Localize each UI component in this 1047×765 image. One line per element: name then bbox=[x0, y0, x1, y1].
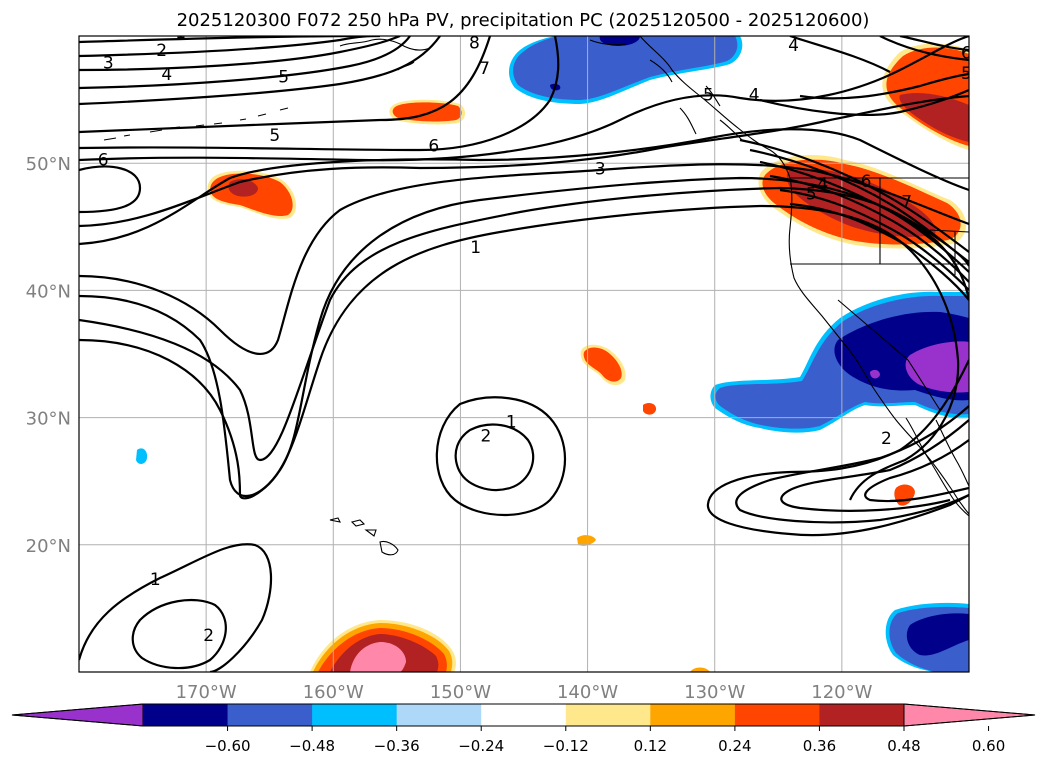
lat-tick-label-0: 20°N bbox=[26, 536, 71, 557]
lon-tick-label-4: 130°W bbox=[684, 682, 745, 703]
colorbar-tick-label-6: 0.24 bbox=[718, 737, 751, 755]
lat-tick-label-2: 40°N bbox=[26, 281, 71, 302]
contour-label-8: 5 bbox=[703, 86, 714, 106]
colorbar-swatch-3 bbox=[396, 704, 482, 726]
colorbar-tick-label-8: 0.48 bbox=[887, 737, 920, 755]
contour-label-15: 3 bbox=[595, 159, 606, 179]
contour-label-19: 7 bbox=[901, 192, 912, 212]
contour-label-10: 6 bbox=[961, 44, 972, 64]
contour-label-14: 6 bbox=[428, 136, 439, 156]
map-frame bbox=[78, 35, 970, 673]
axis-tick-labels: 170°W 160°W 150°W 140°W 130°W 120°W 20°N 30°N 40… bbox=[26, 154, 873, 703]
lat-tick-label-3: 50°N bbox=[26, 154, 71, 175]
colorbar-extend-low bbox=[11, 703, 144, 727]
contour-label-17: 5 bbox=[806, 185, 817, 205]
contour-label-25: 2 bbox=[203, 626, 214, 646]
colorbar-swatch-5 bbox=[565, 704, 651, 726]
figure-title: 2025120300 F072 250 hPa PV, precipitatio… bbox=[177, 10, 870, 31]
colorbar-swatch-4 bbox=[481, 704, 567, 726]
contour-label-7: 4 bbox=[788, 36, 799, 56]
colorbar-swatch-1 bbox=[227, 704, 313, 726]
contour-label-5: 8 bbox=[469, 33, 480, 53]
lon-tick-label-5: 120°W bbox=[811, 682, 872, 703]
contour-label-2: 3 bbox=[103, 54, 114, 74]
colorbar-tick-label-3: −0.24 bbox=[458, 737, 504, 755]
precip-region-tiny-west bbox=[136, 448, 148, 464]
contour-label-24: 1 bbox=[150, 570, 161, 590]
lat-tick-label-1: 30°N bbox=[26, 409, 71, 430]
contour-label-9: 4 bbox=[749, 86, 760, 106]
pv-contour-southwest-low bbox=[79, 543, 273, 672]
pv-contours bbox=[79, 36, 969, 672]
contour-label-13: 6 bbox=[98, 150, 109, 170]
colorbar-tick-label-7: 0.36 bbox=[803, 737, 836, 755]
contour-label-23: 2 bbox=[881, 429, 892, 449]
contour-label-1: 2 bbox=[156, 41, 167, 61]
contour-label-16: 4 bbox=[817, 175, 828, 195]
hawaii-islands bbox=[329, 517, 399, 556]
colorbar-swatch-2 bbox=[312, 704, 398, 726]
lat-lon-grid bbox=[79, 36, 969, 672]
contour-label-3: 4 bbox=[161, 65, 172, 85]
lon-tick-label-3: 140°W bbox=[557, 682, 618, 703]
colorbar-tick-label-0: −0.60 bbox=[205, 737, 251, 755]
contour-label-12: 5 bbox=[269, 126, 280, 146]
pv-contour-subtropical-high bbox=[435, 396, 567, 516]
colorbar: −0.60 −0.48 −0.36 −0.24 −0.12 0.12 0.24 0.36 0.4… bbox=[11, 703, 1036, 755]
contour-label-20: 1 bbox=[470, 238, 481, 258]
colorbar-tick-label-2: −0.36 bbox=[374, 737, 420, 755]
contour-label-18: 6 bbox=[861, 172, 872, 192]
colorbar-extend-high bbox=[903, 703, 1036, 727]
contour-label-0: 1 bbox=[175, 23, 186, 43]
lon-tick-label-1: 160°W bbox=[303, 682, 364, 703]
colorbar-tick-label-4: −0.12 bbox=[543, 737, 589, 755]
colorbar-tick-label-5: 0.12 bbox=[634, 737, 667, 755]
colorbar-tick-label-1: −0.48 bbox=[289, 737, 335, 755]
contour-label-11: 5 bbox=[961, 64, 972, 84]
contour-label-4: 5 bbox=[278, 68, 289, 88]
lon-tick-label-2: 150°W bbox=[430, 682, 491, 703]
contour-label-21: 1 bbox=[506, 412, 517, 432]
contour-label-22: 2 bbox=[480, 426, 491, 446]
contour-label-6: 7 bbox=[479, 59, 490, 79]
colorbar-swatch-7 bbox=[734, 704, 820, 726]
colorbar-swatch-0 bbox=[143, 704, 229, 726]
lon-tick-label-0: 170°W bbox=[176, 682, 237, 703]
pv-contour-subtropical-ridge bbox=[79, 204, 960, 501]
colorbar-swatch-6 bbox=[650, 704, 736, 726]
colorbar-outline bbox=[11, 703, 1036, 727]
colorbar-swatch-8 bbox=[819, 704, 905, 726]
colorbar-tick-label-9: 0.60 bbox=[972, 737, 1005, 755]
